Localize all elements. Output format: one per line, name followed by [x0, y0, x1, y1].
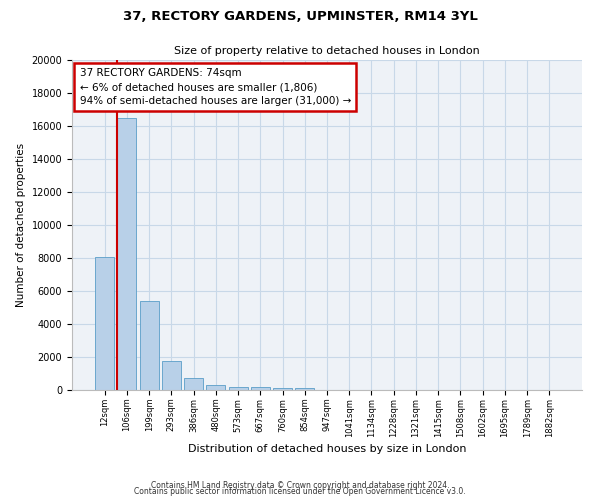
Bar [140, 301, 158, 390]
X-axis label: Distribution of detached houses by size in London: Distribution of detached houses by size … [188, 444, 466, 454]
Bar [295, 388, 314, 390]
Text: 37, RECTORY GARDENS, UPMINSTER, RM14 3YL: 37, RECTORY GARDENS, UPMINSTER, RM14 3YL [122, 10, 478, 23]
Text: Contains HM Land Registry data © Crown copyright and database right 2024.: Contains HM Land Registry data © Crown c… [151, 481, 449, 490]
Title: Size of property relative to detached houses in London: Size of property relative to detached ho… [174, 46, 480, 56]
Bar [273, 388, 292, 390]
Bar [184, 378, 203, 390]
Bar [229, 386, 248, 390]
Bar [95, 257, 114, 390]
Y-axis label: Number of detached properties: Number of detached properties [16, 143, 26, 307]
Bar [206, 384, 225, 390]
Bar [162, 361, 181, 390]
Text: 37 RECTORY GARDENS: 74sqm
← 6% of detached houses are smaller (1,806)
94% of sem: 37 RECTORY GARDENS: 74sqm ← 6% of detach… [80, 68, 351, 106]
Bar [118, 118, 136, 390]
Text: Contains public sector information licensed under the Open Government Licence v3: Contains public sector information licen… [134, 487, 466, 496]
Bar [251, 387, 270, 390]
